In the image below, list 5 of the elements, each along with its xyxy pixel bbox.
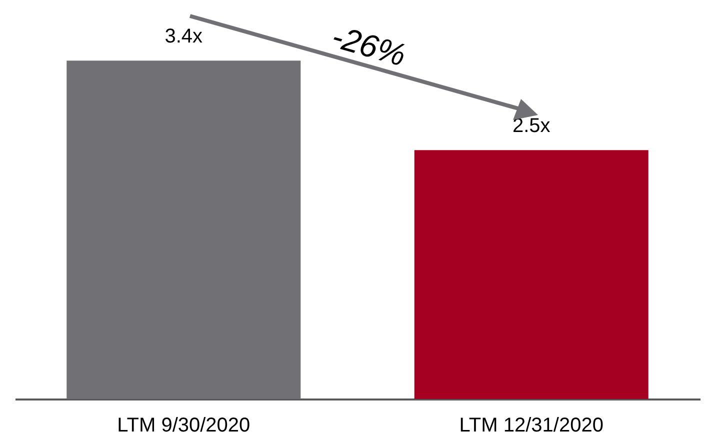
x-tick-label: LTM 9/30/2020 [117,414,250,436]
data-label: 3.4x [164,26,203,48]
x-tick-label: LTM 12/31/2020 [459,414,604,436]
annotation: -26% [328,18,410,74]
data-label: 2.5x [512,115,550,138]
